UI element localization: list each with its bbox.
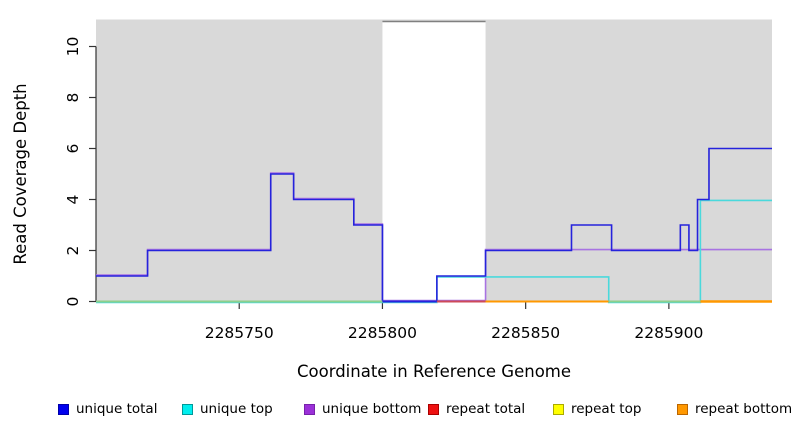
y-tick-label: 2 [64,246,82,256]
x-tick-label: 2285900 [634,324,703,342]
series-unique-total [96,147,772,303]
x-axis-label: Coordinate in Reference Genome [297,362,571,381]
legend-label: repeat total [446,401,526,417]
legend-item-repeat-bottom: repeat bottom [677,401,792,417]
legend-swatch-icon [677,403,688,415]
legend-label: repeat top [571,401,642,417]
legend-swatch-icon [428,403,439,415]
legend-label: unique total [76,401,158,417]
legend-swatch-icon [58,403,69,415]
y-tick-label: 8 [64,93,82,103]
x-tick-label: 2285800 [348,324,417,342]
y-tick-label: 6 [64,144,82,154]
legend-item-unique-total: unique total [58,401,157,417]
legend-swatch-icon [553,403,564,415]
legend-label: repeat bottom [695,401,792,417]
x-tick-label: 2285750 [205,324,274,342]
legend-item-unique-top: unique top [182,401,273,417]
legend-item-repeat-total: repeat total [428,401,525,417]
legend-swatch-icon [304,403,315,415]
legend-label: unique top [200,401,273,417]
y-tick-label: 0 [64,297,82,307]
y-tick-label: 4 [64,195,82,205]
x-tick-label: 2285850 [491,324,560,342]
legend-label: unique bottom [322,401,422,417]
legend-item-unique-bottom: unique bottom [304,401,421,417]
legend-item-repeat-top: repeat top [553,401,641,417]
y-axis-label: Read Coverage Depth [11,83,30,264]
gap-region [382,21,486,302]
y-tick-label: 10 [64,37,82,57]
legend-swatch-icon [182,403,193,415]
